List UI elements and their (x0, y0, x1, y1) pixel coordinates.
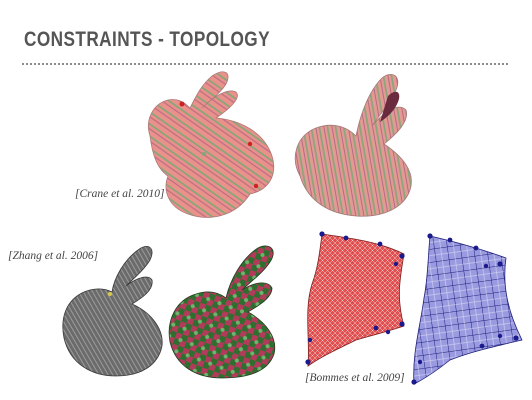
bommes-mesh-figure (305, 231, 523, 385)
zhang-bunny-figure (62, 245, 276, 379)
zhang-bunny-textured (168, 245, 276, 379)
bommes-red-mesh (305, 231, 405, 367)
bommes-blue-quad-mesh (411, 233, 523, 385)
zhang-citation: [Zhang et al. 2006] (8, 250, 99, 262)
crane-citation: [Crane et al. 2010] (75, 188, 165, 200)
crane-bunny-figure (148, 71, 412, 218)
zhang-bunny-grey (62, 246, 163, 377)
crane-bunny-back (294, 74, 412, 217)
slide-title: CONSTRAINTS - TOPOLOGY (24, 28, 270, 51)
title-divider (22, 63, 508, 65)
bommes-citation: [Bommes et al. 2009] (305, 372, 405, 384)
crane-bunny-front (148, 71, 275, 218)
